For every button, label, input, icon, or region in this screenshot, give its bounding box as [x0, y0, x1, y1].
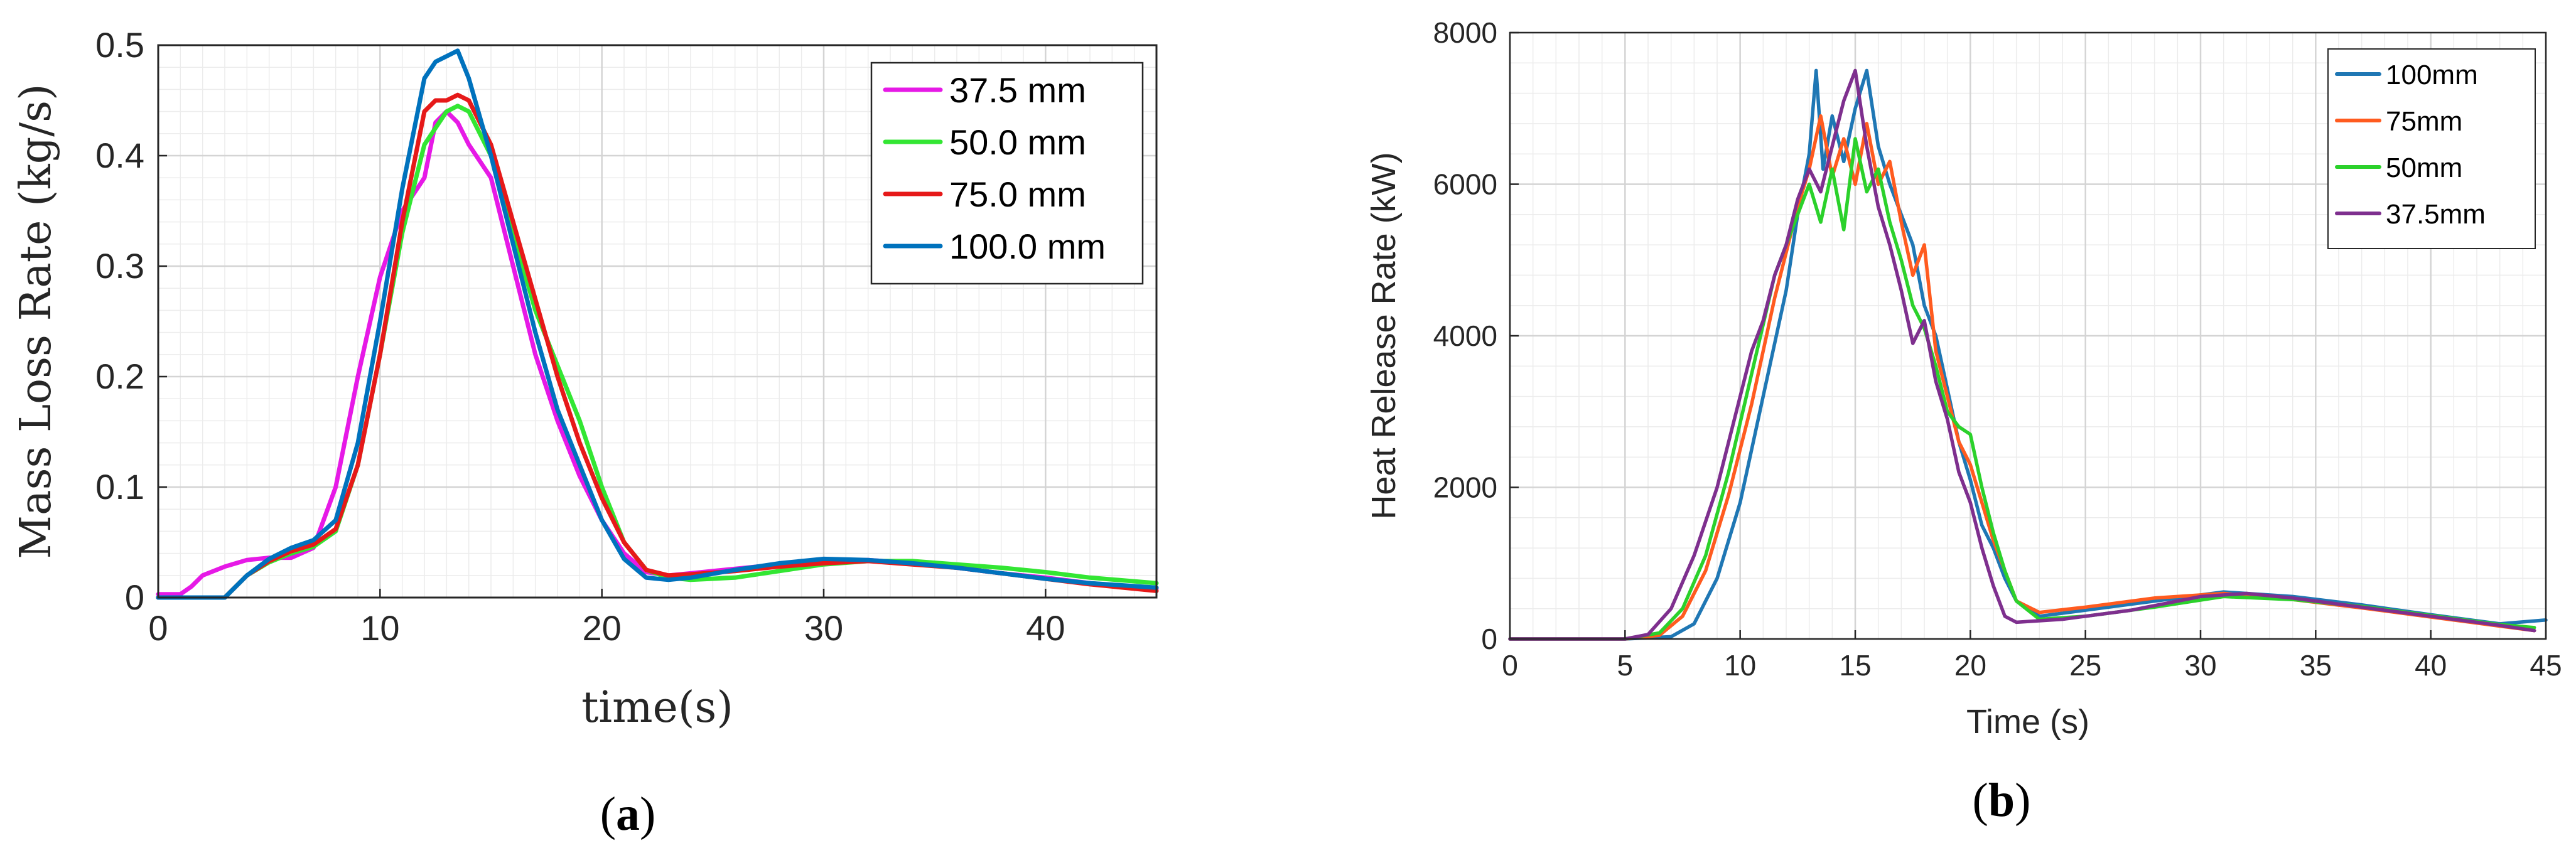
panel-b-label: (b) — [1973, 774, 2031, 827]
panel-a-label-open: ( — [600, 788, 616, 840]
chart-b-y-tick-label: 6000 — [1433, 168, 1497, 201]
chart-a-x-axis-title: time(s) — [581, 683, 733, 732]
chart-a-y-tick-label: 0.4 — [95, 136, 144, 175]
chart-a-x-tick-label: 40 — [1026, 608, 1065, 648]
chart-b-x-tick-label: 15 — [1839, 649, 1871, 682]
chart-a-x-tick-label: 30 — [804, 608, 843, 648]
chart-b-x-tick-label: 20 — [1954, 649, 1986, 682]
chart-b-x-tick-label: 25 — [2069, 649, 2101, 682]
chart-a-series-line-3 — [156, 48, 1159, 600]
chart-a-y-tick-label: 0 — [125, 577, 144, 617]
chart-b-legend: 100mm 75mm 50mm 37.5mm — [2327, 48, 2536, 249]
panel-a-label-close: ) — [640, 788, 655, 840]
chart-a-x-tick-label: 20 — [583, 608, 622, 648]
chart-b-x-tick-label: 40 — [2415, 649, 2447, 682]
chart-b-y-tick-label: 0 — [1481, 623, 1497, 655]
chart-b-series-line-3 — [1508, 68, 2536, 641]
panel-b-label-open: ( — [1973, 774, 1988, 827]
legend-b-label-3: 37.5mm — [2386, 199, 2486, 230]
chart-a-series-lines — [156, 48, 1159, 600]
legend-b-label-0: 100mm — [2386, 60, 2478, 90]
chart-b-x-axis-title: Time (s) — [1966, 703, 2089, 741]
chart-b-x-tick-label: 10 — [1724, 649, 1756, 682]
legend-b-label-1: 75mm — [2386, 106, 2462, 137]
chart-b-x-tick-label: 0 — [1502, 649, 1518, 682]
chart-b-x-tick-label: 45 — [2530, 649, 2562, 682]
legend-b-label-2: 50mm — [2386, 153, 2462, 183]
chart-a-y-tick-label: 0.5 — [95, 25, 144, 65]
chart-a-x-tick-label: 10 — [360, 608, 399, 648]
chart-b-ticks: 0 5 10 15 20 25 30 35 40 45 0 2000 4000 6000 8000 — [1433, 16, 2562, 682]
chart-a-y-tick-label: 0.3 — [95, 246, 144, 286]
legend-a-label-3: 100.0 mm — [949, 227, 1106, 266]
chart-a-frame — [157, 44, 1158, 599]
chart-a-y-axis-title: Mass Loss Rate (kg/s) — [11, 83, 61, 559]
chart-a-ticks: 0 10 20 30 40 0 0.1 0.2 0.3 0.4 0.5 — [95, 25, 1065, 648]
chart-b-y-axis-title: Heat Release Rate (kW) — [1365, 152, 1403, 519]
chart-a: 0 10 20 30 40 0 0.1 0.2 0.3 0.4 0.5 time(s) Mass L… — [11, 25, 1159, 840]
chart-b-series-lines — [1508, 68, 2548, 641]
panel-a-label: (a) — [600, 788, 656, 840]
panel-a-label-letter: a — [616, 788, 640, 840]
legend-a-label-0: 37.5 mm — [949, 70, 1086, 110]
chart-b-x-tick-label: 5 — [1617, 649, 1634, 682]
chart-a-x-tick-label: 0 — [148, 608, 168, 648]
chart-b-series-line-0 — [1508, 68, 2548, 641]
chart-b-y-tick-label: 8000 — [1433, 16, 1497, 49]
chart-b: 0 5 10 15 20 25 30 35 40 45 0 2000 4000 6000 8000 Time… — [1365, 16, 2562, 827]
chart-b-x-tick-label: 35 — [2300, 649, 2332, 682]
chart-a-y-tick-label: 0.2 — [95, 357, 144, 396]
panel-b-label-letter: b — [1988, 774, 2015, 827]
chart-b-series-line-1 — [1508, 114, 2536, 641]
chart-b-x-tick-label: 30 — [2184, 649, 2216, 682]
chart-a-legend: 37.5 mm 50.0 mm 75.0 mm 100.0 mm — [870, 62, 1144, 285]
panel-b-label-close: ) — [2015, 774, 2030, 827]
chart-b-y-tick-label: 2000 — [1433, 471, 1497, 504]
legend-a-label-1: 50.0 mm — [949, 122, 1086, 162]
chart-a-y-tick-label: 0.1 — [95, 467, 144, 507]
chart-b-y-tick-label: 4000 — [1433, 319, 1497, 352]
legend-a-label-2: 75.0 mm — [949, 174, 1086, 214]
